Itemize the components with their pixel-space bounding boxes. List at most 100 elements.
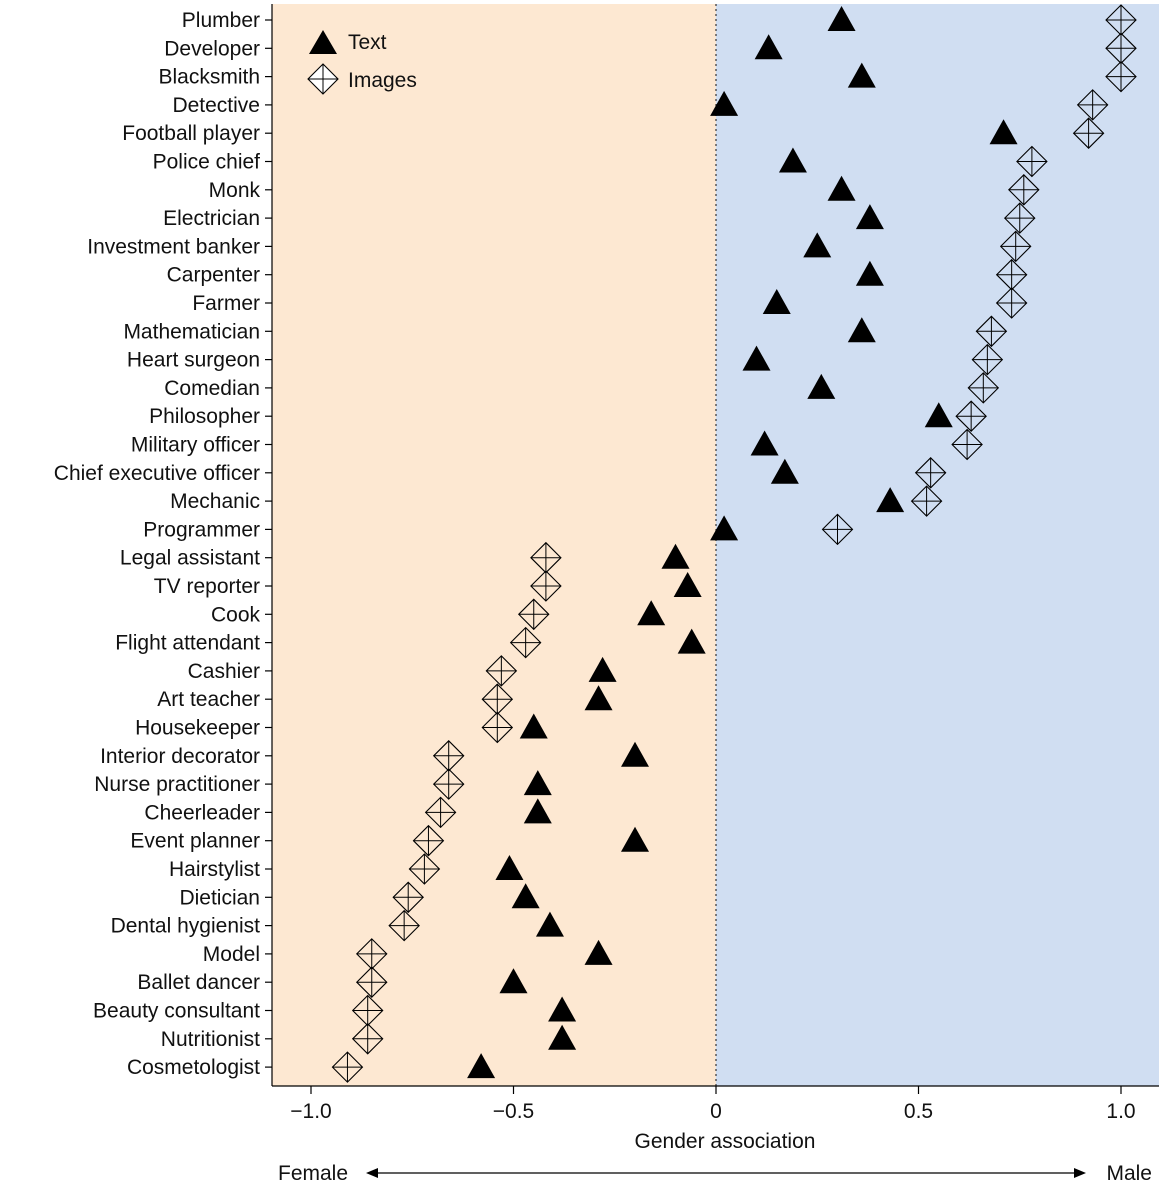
images-point (509, 626, 542, 659)
category-label: Investment banker (87, 235, 260, 258)
text-point (621, 741, 649, 767)
legend-text-label: Text (348, 31, 387, 54)
images-point (821, 513, 854, 546)
text-point (876, 487, 905, 513)
text-point (499, 968, 528, 994)
text-point (511, 883, 540, 909)
images-point (1076, 89, 1109, 121)
text-point (803, 232, 832, 258)
text-point (754, 34, 783, 60)
direction-arrow-right-head (1074, 1168, 1086, 1178)
legend: Text Images (307, 30, 417, 95)
direction-arrow-left-head (366, 1168, 378, 1178)
text-point (588, 656, 617, 682)
category-label: Plumber (182, 9, 260, 32)
images-point (530, 570, 562, 602)
text-point (710, 90, 739, 116)
text-point (523, 770, 552, 796)
images-point (914, 457, 947, 489)
category-label: Carpenter (167, 264, 260, 287)
category-label: Nutritionist (161, 1028, 260, 1051)
male-direction-label: Male (1106, 1162, 1152, 1185)
category-label: Electrician (163, 207, 260, 230)
category-label: Cosmetologist (127, 1056, 260, 1079)
axes: −1.0 −0.5 0 0.5 1.0 (271, 4, 1159, 1123)
legend-images-marker-icon (307, 63, 339, 95)
text-point (523, 798, 552, 824)
female-region-background (272, 4, 716, 1086)
category-label: Beauty consultant (93, 1000, 260, 1023)
category-label: Cook (211, 603, 261, 626)
category-label: Art teacher (157, 688, 260, 711)
images-point (517, 598, 550, 631)
category-label: Chief executive officer (54, 462, 260, 485)
category-label: Cheerleader (144, 801, 260, 824)
category-label: Military officer (131, 434, 260, 457)
category-label: Ballet dancer (137, 971, 260, 994)
category-label: Interior decorator (100, 745, 260, 768)
text-point (778, 147, 807, 173)
images-point (1016, 145, 1048, 178)
images-point (331, 1051, 364, 1083)
x-axis-title: Gender association (635, 1130, 816, 1153)
category-label: Football player (122, 122, 260, 145)
category-label: Legal assistant (120, 547, 260, 570)
category-label: Philosopher (149, 405, 260, 428)
text-point (924, 402, 953, 428)
images-point (1105, 60, 1137, 93)
text-series (467, 6, 1018, 1079)
text-point (989, 119, 1018, 145)
text-point (467, 1053, 496, 1079)
category-label: Detective (172, 94, 260, 117)
text-point (855, 204, 884, 230)
images-point (1072, 117, 1105, 149)
text-point (495, 855, 524, 880)
text-point (750, 430, 779, 456)
images-point (1003, 202, 1036, 234)
text-point (847, 62, 876, 88)
images-point (412, 824, 445, 857)
category-label: Developer (164, 37, 260, 60)
x-tick-label: −0.5 (493, 1100, 534, 1123)
text-point (637, 600, 666, 626)
images-point (424, 796, 457, 829)
images-point (910, 485, 943, 517)
category-labels: Plumber Developer Blacksmith Detective Footb… (54, 9, 272, 1079)
text-point (855, 260, 884, 286)
legend-text-marker-icon (309, 30, 337, 54)
category-label: Heart surgeon (127, 349, 260, 372)
text-point (621, 826, 649, 852)
female-direction-label: Female (278, 1162, 348, 1185)
text-point (827, 6, 856, 31)
images-point (355, 966, 388, 998)
category-label: Blacksmith (158, 66, 260, 89)
images-point (1008, 174, 1040, 206)
images-point (408, 853, 441, 885)
category-label: Mathematician (123, 320, 260, 343)
text-point (519, 713, 548, 739)
text-point (770, 458, 799, 484)
images-point (975, 315, 1008, 348)
images-point (392, 881, 424, 914)
text-point (807, 373, 836, 399)
text-point (661, 543, 690, 569)
legend-images-label: Images (348, 69, 417, 92)
text-point (535, 911, 564, 937)
images-point (967, 372, 1000, 404)
text-point (584, 939, 613, 965)
category-label: Dietician (179, 886, 260, 909)
images-point (999, 230, 1032, 263)
category-label: Police chief (153, 151, 261, 174)
category-label: Programmer (143, 518, 260, 541)
text-point (548, 1024, 577, 1050)
category-label: Dental hygienist (111, 915, 261, 938)
text-point (584, 685, 613, 711)
images-point (388, 909, 420, 942)
category-label: Nurse practitioner (94, 773, 260, 796)
x-tick-label: 0.5 (904, 1100, 933, 1123)
category-label: Comedian (164, 377, 260, 400)
male-region-background (716, 4, 1159, 1086)
x-tick-label: −1.0 (290, 1100, 331, 1123)
images-point (432, 768, 465, 800)
